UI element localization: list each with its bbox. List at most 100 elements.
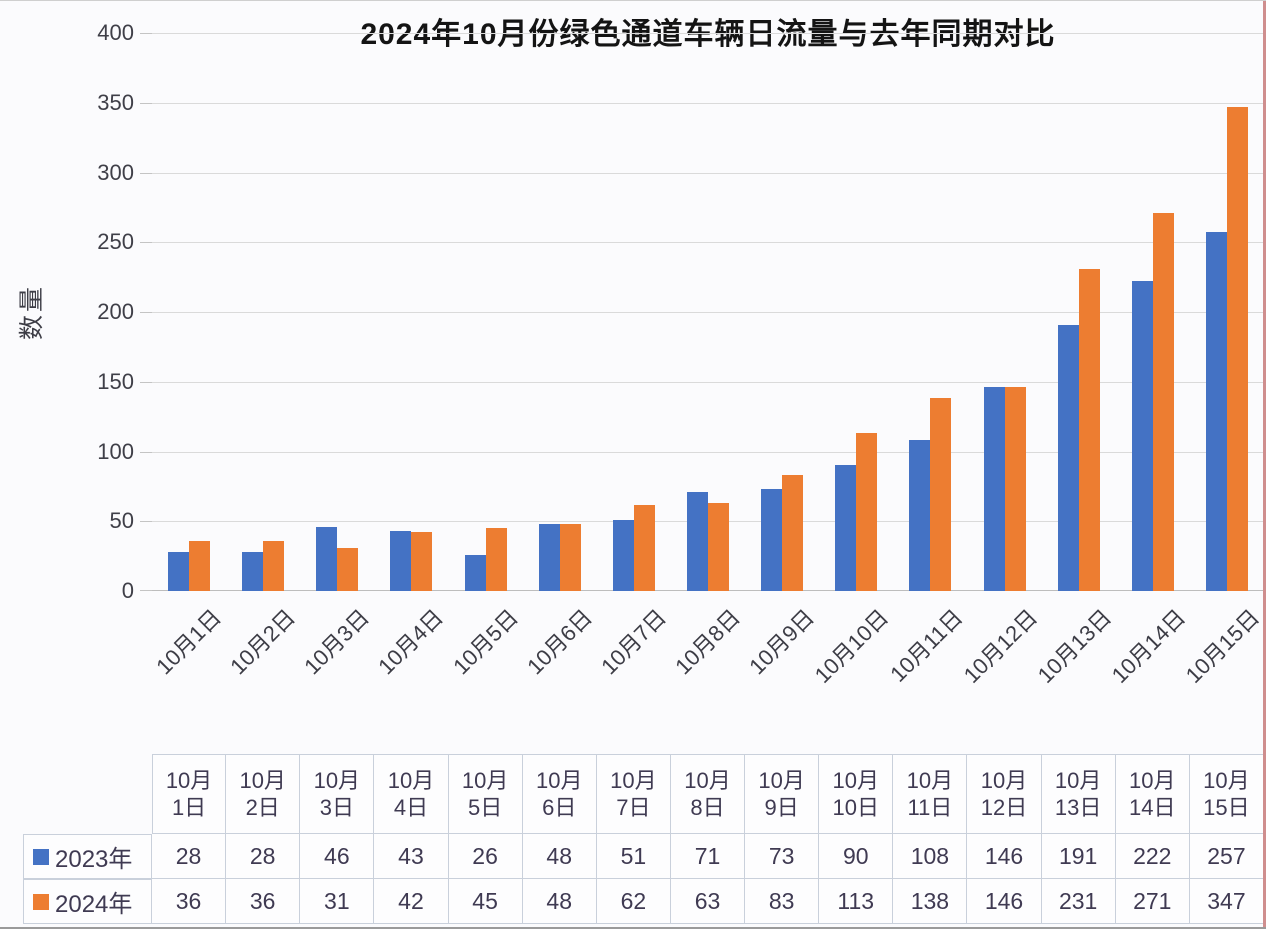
bar-2024年-10月12日 xyxy=(1005,387,1026,591)
table-value-cell: 62 xyxy=(596,879,671,924)
table-value-cell: 231 xyxy=(1041,879,1116,924)
table-value-cell: 43 xyxy=(374,834,449,879)
x-tick-label: 10月4日 xyxy=(373,604,449,680)
table-value-cell: 51 xyxy=(596,834,671,879)
bar-2024年-10月3日 xyxy=(337,548,358,591)
gridline xyxy=(152,312,1264,313)
y-axis-tick xyxy=(140,452,152,453)
x-tick-label: 10月1日 xyxy=(151,604,227,680)
bar-chart: 2024年10月份绿色通道车辆日流量与去年同期对比 数量 0 50 100 150 20… xyxy=(0,1,1266,751)
bar-2024年-10月15日 xyxy=(1227,107,1248,591)
table-value-cell: 42 xyxy=(374,879,449,924)
table-header-cell: 10月 2日 xyxy=(226,754,301,834)
table-value-cell: 271 xyxy=(1115,879,1190,924)
table-header-cell: 10月 12日 xyxy=(967,754,1042,834)
bar-2024年-10月14日 xyxy=(1153,213,1174,591)
gridline xyxy=(152,173,1264,174)
table-value-cell: 31 xyxy=(300,879,375,924)
y-tick-label: 50 xyxy=(109,508,134,533)
table-value-cell: 222 xyxy=(1115,834,1190,879)
table-corner-blank xyxy=(23,754,152,834)
bar-2023年-10月2日 xyxy=(242,552,263,591)
gridline xyxy=(152,452,1264,453)
table-value-cell: 26 xyxy=(448,834,523,879)
bar-2023年-10月14日 xyxy=(1132,281,1153,591)
bar-2023年-10月15日 xyxy=(1206,232,1227,591)
x-tick-label: 10月8日 xyxy=(670,604,746,680)
x-tick-label: 10月15日 xyxy=(1180,604,1265,688)
table-header-cell: 10月 10日 xyxy=(819,754,894,834)
bar-2023年-10月11日 xyxy=(909,440,930,591)
table-value-cell: 36 xyxy=(226,879,301,924)
gridline xyxy=(152,242,1264,243)
chart-title: 2024年10月份绿色通道车辆日流量与去年同期对比 xyxy=(360,18,1056,51)
y-tick-label: 200 xyxy=(97,299,134,324)
bar-2024年-10月11日 xyxy=(930,398,951,591)
bar-2023年-10月6日 xyxy=(539,524,560,591)
bar-2024年-10月9日 xyxy=(782,475,803,591)
table-header-cell: 10月 6日 xyxy=(522,754,597,834)
y-axis-tick xyxy=(140,103,152,104)
table-header-cell: 10月 9日 xyxy=(745,754,820,834)
series-label-2023年: 2023年 xyxy=(23,834,152,879)
bar-2024年-10月1日 xyxy=(189,541,210,591)
table-value-cell: 257 xyxy=(1189,834,1264,879)
bar-2024年-10月4日 xyxy=(411,532,432,591)
bar-2023年-10月12日 xyxy=(984,387,1005,591)
table-value-cell: 28 xyxy=(152,834,227,879)
y-tick-label: 400 xyxy=(97,20,134,45)
x-tick-label: 10月7日 xyxy=(596,604,672,680)
x-tick-label: 10月13日 xyxy=(1032,604,1117,688)
y-tick-label: 100 xyxy=(97,439,134,464)
y-tick-label: 300 xyxy=(97,160,134,185)
y-tick-label: 350 xyxy=(97,90,134,115)
table-value-cell: 146 xyxy=(967,879,1042,924)
bar-2023年-10月1日 xyxy=(168,552,189,591)
bar-2023年-10月7日 xyxy=(613,520,634,591)
series-name-label: 2024年 xyxy=(55,891,133,918)
table-header-cell: 10月 8日 xyxy=(670,754,746,834)
bar-2024年-10月8日 xyxy=(708,503,729,591)
bar-2023年-10月3日 xyxy=(316,527,337,591)
bar-2023年-10月13日 xyxy=(1058,325,1079,591)
page-right-edge xyxy=(1263,1,1266,929)
table-header-cell: 10月 14日 xyxy=(1115,754,1190,834)
y-axis-tick xyxy=(140,33,152,34)
bar-2024年-10月7日 xyxy=(634,505,655,591)
y-axis-tick xyxy=(140,382,152,383)
table-value-cell: 71 xyxy=(670,834,746,879)
gridline xyxy=(152,103,1264,104)
table-value-cell: 90 xyxy=(819,834,894,879)
table-header-cell: 10月 4日 xyxy=(374,754,449,834)
table-value-cell: 63 xyxy=(670,879,746,924)
y-axis-tick xyxy=(140,173,152,174)
table-value-cell: 113 xyxy=(819,879,894,924)
bar-2023年-10月4日 xyxy=(390,531,411,591)
bar-2023年-10月10日 xyxy=(835,465,856,591)
x-tick-label: 10月11日 xyxy=(884,604,968,687)
bar-2023年-10月5日 xyxy=(465,555,486,591)
gridline xyxy=(152,382,1264,383)
legend-swatch-2024年 xyxy=(33,893,49,910)
table-header-cell: 10月 3日 xyxy=(300,754,375,834)
data-table: 10月 1日 10月 2日 10月 3日 10月 4日 10月 5日 10月 6日 10月 7日 10月 8日… xyxy=(23,754,1264,924)
table-header-cell: 10月 11日 xyxy=(893,754,968,834)
table-value-cell: 347 xyxy=(1189,879,1264,924)
table-value-cell: 48 xyxy=(522,834,597,879)
table-header-cell: 10月 13日 xyxy=(1041,754,1116,834)
table-value-cell: 48 xyxy=(522,879,597,924)
table-value-cell: 73 xyxy=(745,834,820,879)
gridline xyxy=(152,33,1264,34)
bar-2023年-10月8日 xyxy=(687,492,708,591)
series-name-label: 2023年 xyxy=(55,846,133,873)
bar-2024年-10月5日 xyxy=(486,528,507,591)
legend-swatch-2023年 xyxy=(33,848,49,865)
bar-2024年-10月6日 xyxy=(560,524,581,591)
bar-2023年-10月9日 xyxy=(761,489,782,591)
y-tick-label: 150 xyxy=(97,369,134,394)
x-tick-label: 10月14日 xyxy=(1106,604,1191,688)
table-header-cell: 10月 15日 xyxy=(1189,754,1264,834)
x-tick-label: 10月6日 xyxy=(522,604,598,680)
table-value-cell: 191 xyxy=(1041,834,1116,879)
